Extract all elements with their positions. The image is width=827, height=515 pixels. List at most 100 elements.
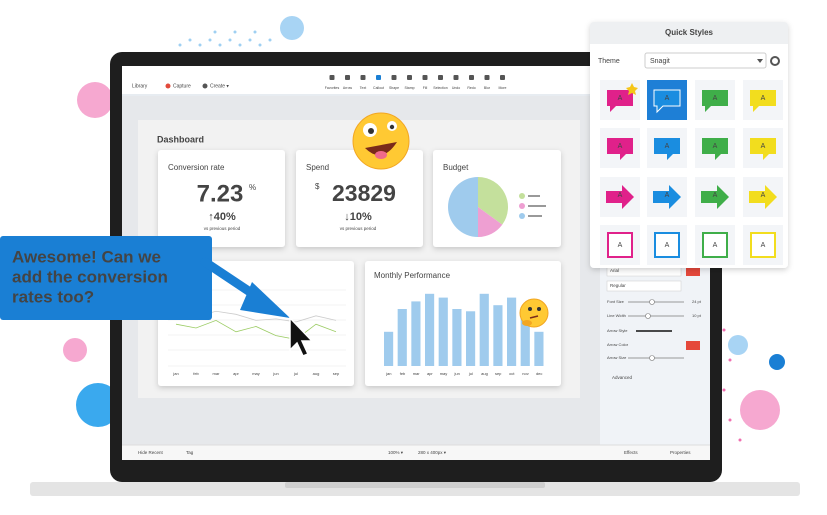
tool[interactable]: Fill [422, 75, 428, 90]
tile-label: A [618, 143, 623, 150]
conversion-value: 7.23 [197, 180, 244, 207]
style-tile[interactable]: A [600, 177, 640, 217]
tile-label: A [761, 242, 766, 249]
x-label: mar [413, 371, 421, 376]
tool[interactable]: Shape [389, 75, 399, 90]
tool-label: Undo [452, 86, 460, 90]
x-label: jun [272, 371, 278, 376]
tile-label: A [665, 95, 670, 102]
tool-label: Redo [467, 86, 475, 90]
bar [534, 331, 544, 366]
style-grid: A A A A A A A A A A A A A A A A [600, 80, 783, 265]
tool[interactable]: Redo [467, 75, 476, 90]
capture[interactable]: Capture [173, 83, 191, 89]
callout: Awesome! Can we add the conversion rates… [0, 236, 314, 357]
tile-label: A [618, 192, 623, 199]
style-tile[interactable]: A [743, 225, 783, 265]
advanced[interactable]: Advanced [612, 375, 633, 380]
properties-tab[interactable]: Properties [670, 450, 691, 455]
style-tile[interactable]: A [695, 177, 735, 217]
callout-shape [654, 138, 680, 160]
style-tile[interactable]: A [647, 80, 687, 120]
style-tile[interactable]: A [695, 225, 735, 265]
tool[interactable]: Callout [373, 75, 384, 90]
style-tile[interactable]: A [695, 80, 735, 120]
spend-value: 23829 [332, 180, 396, 206]
style-tile[interactable]: A [600, 128, 640, 168]
box-shape [654, 232, 680, 258]
bar [438, 297, 448, 366]
bar-chart: jan feb mar apr may jun jul aug sep oct nov dec [384, 293, 544, 376]
card-title: Spend [306, 163, 329, 172]
tool-icon [391, 75, 397, 80]
tool[interactable]: Text [360, 75, 366, 90]
style-tile[interactable]: A [695, 128, 735, 168]
bar [493, 305, 503, 366]
x-label: sep [495, 371, 502, 376]
size[interactable]: 280 x 400px ▾ [418, 450, 447, 455]
label: Arrow Size [607, 355, 627, 360]
bar [452, 309, 462, 366]
status-bar: Hide Recent Tag 100% ▾ 280 x 400px ▾ Eff… [122, 444, 710, 460]
style-tile[interactable]: A [647, 177, 687, 217]
arrow-shape [606, 185, 634, 209]
bar [466, 311, 476, 366]
tool[interactable]: Arrow [343, 75, 353, 90]
tool-label: Shape [389, 86, 399, 90]
theme-label: Theme [598, 58, 620, 65]
tool[interactable]: More [499, 75, 507, 90]
arrow-shape [653, 185, 681, 209]
tool-icon [453, 75, 459, 80]
style-tile[interactable]: A [600, 80, 640, 120]
tool[interactable]: Blur [484, 75, 491, 90]
tool[interactable]: Undo [452, 75, 460, 90]
x-label: mar [213, 371, 221, 376]
tile-label: A [713, 242, 718, 249]
tool[interactable]: Stamp [404, 75, 415, 90]
x-label: jan [172, 371, 178, 376]
tile-label: A [761, 143, 766, 150]
style-tile[interactable]: A [647, 128, 687, 168]
tool-label: Callout [373, 86, 384, 90]
tile-label: A [713, 95, 718, 102]
tool[interactable]: Selection [433, 75, 448, 90]
note: vs previous period [340, 226, 377, 231]
x-label: jul [293, 371, 298, 376]
quick-styles: Quick Styles Theme Snagit AAAAAAAAAAAAAA… [590, 22, 788, 268]
box-shape [702, 232, 728, 258]
label: Line Width [607, 313, 626, 318]
change: ↑40% [208, 211, 236, 223]
tile-label: A [618, 242, 623, 249]
callout-shape [750, 90, 776, 112]
hide-recent[interactable]: Hide Recent [138, 450, 164, 455]
library[interactable]: Library [132, 83, 148, 89]
tile-label: A [713, 143, 718, 150]
create[interactable]: Create ▾ [210, 83, 229, 89]
tool-label: Blur [484, 86, 491, 90]
note: vs previous period [204, 226, 241, 231]
unit: % [249, 183, 256, 192]
style-tile[interactable]: A [743, 80, 783, 120]
bar [397, 309, 407, 366]
box-shape [607, 232, 633, 258]
effects[interactable]: Effects [624, 450, 638, 455]
card-title: Conversion rate [168, 163, 225, 172]
x-label: aug [313, 371, 320, 376]
style-tile[interactable]: A [743, 177, 783, 217]
tool-icon [329, 75, 335, 80]
style[interactable]: Regular [610, 283, 626, 288]
tool-label: More [499, 86, 507, 90]
zoom[interactable]: 100% ▾ [388, 450, 404, 455]
style-tile[interactable]: A [743, 128, 783, 168]
style-tile[interactable]: A [647, 225, 687, 265]
decor [63, 16, 785, 442]
font[interactable]: Arial [610, 268, 619, 273]
x-label: apr [233, 371, 239, 376]
tool[interactable]: Favorites [325, 75, 340, 90]
style-tile[interactable]: A [600, 225, 640, 265]
theme-select[interactable]: Snagit [650, 58, 670, 65]
currency: $ [315, 182, 320, 191]
x-label: feb [193, 371, 199, 376]
tag[interactable]: Tag [186, 450, 194, 455]
